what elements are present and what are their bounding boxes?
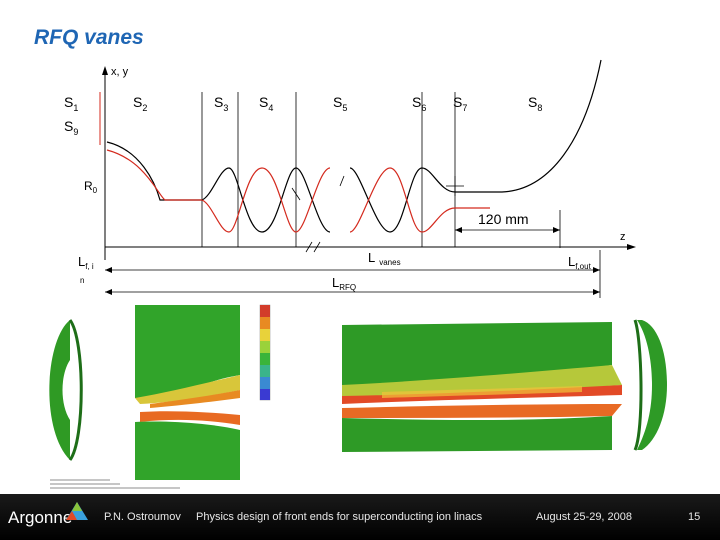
r0-label: R0 [84,179,98,195]
footer-bar: Argonne P.N. Ostroumov Physics design of… [0,494,720,540]
lfi-label: Lf, i [78,254,94,271]
section-label-s8: S8 [528,94,542,113]
z-axis-arrow [627,244,636,250]
lfi-small-label: n [80,276,84,285]
section-label-s7: S7 [453,94,467,113]
vane-curve-black [106,59,602,233]
z-axis-break [305,241,321,253]
footer-author: P.N. Ostroumov [104,511,181,523]
lfout-label: Lf,out [568,254,592,271]
fem-stress-image-left [49,304,271,489]
section-label-s6: S6 [412,94,426,113]
section-label-s3: S3 [214,94,228,113]
section-label-s4: S4 [259,94,273,113]
section-label-s5: S5 [333,94,347,113]
footer-talk-title: Physics design of front ends for superco… [196,511,483,523]
fem-stress-image-right [342,319,667,452]
section-label-s2: S2 [133,94,147,113]
xy-axis-label: x, y [111,66,129,78]
dim-120-label: 120 mm [478,211,529,227]
vane-curve-red [106,149,490,233]
argonne-logo-text: Argonne [8,508,73,527]
curve-break-marks [291,175,345,201]
vane-profile-diagram: x, y S1 S9 S2 S3 S4 S5 S6 S7 S8 R0 120 m… [64,59,636,298]
slide-title: RFQ vanes [34,26,144,49]
argonne-logo-icon [66,502,88,520]
xy-axis-arrow [102,66,108,75]
footer-date: August 25-29, 2008 [536,511,633,523]
section-dividers [201,92,456,247]
section-label-s9: S9 [64,118,78,137]
z-axis-label: z [620,231,626,243]
lrfq-label: LRFQ [332,275,356,292]
page-number: 15 [688,511,701,523]
section-label-s1: S1 [64,94,78,113]
